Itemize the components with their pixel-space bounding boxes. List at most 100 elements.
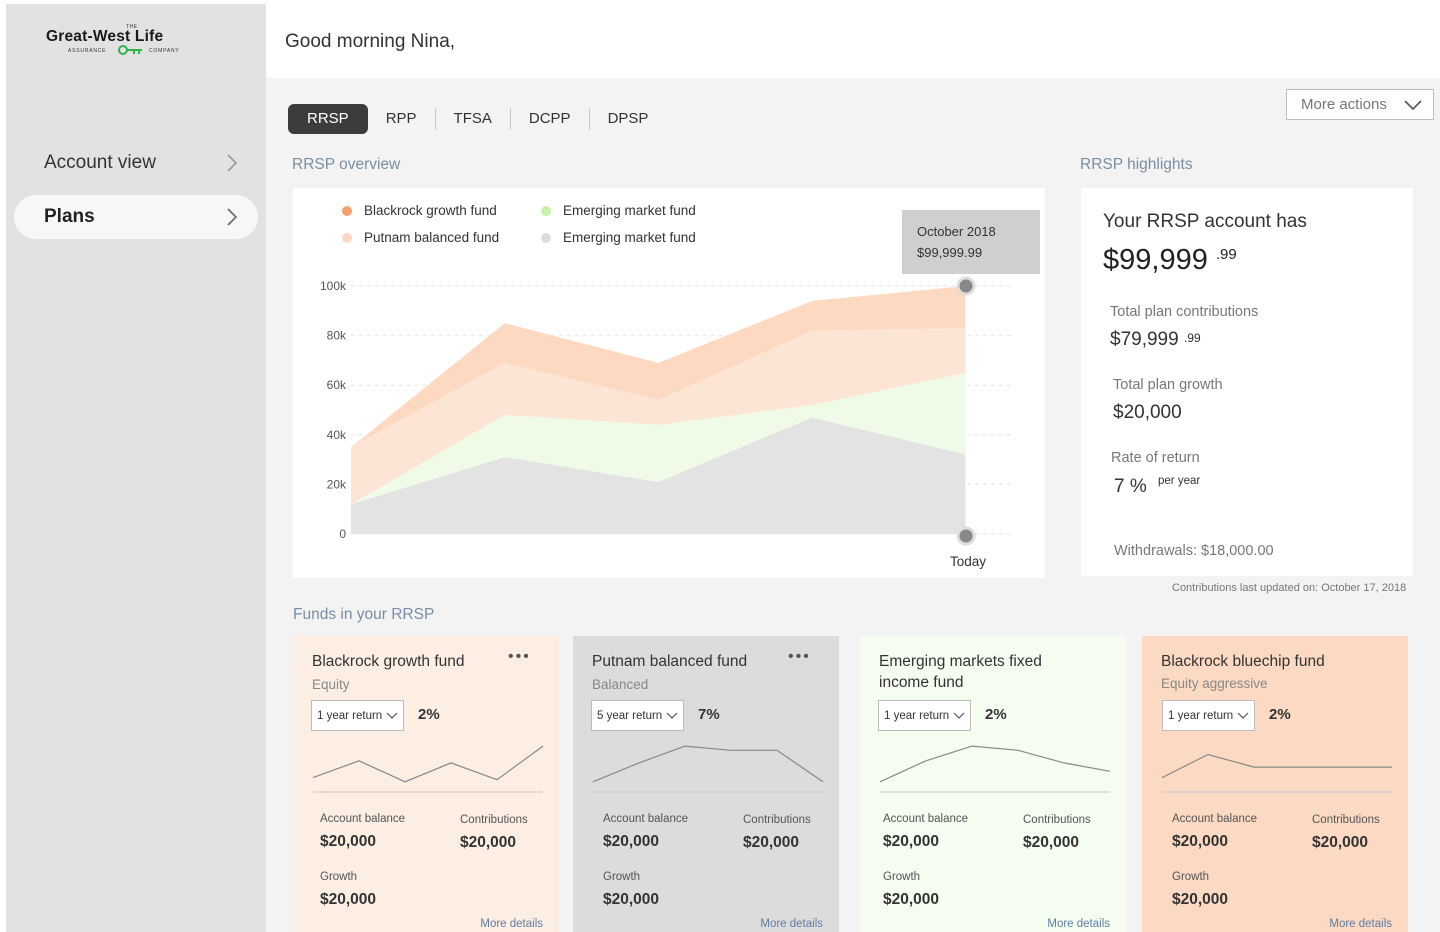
plan-tabs: RRSP RPP TFSA DCPP DPSP xyxy=(288,104,666,134)
legend-label: Putnam balanced fund xyxy=(364,230,500,245)
highlights-title: RRSP highlights xyxy=(1080,156,1193,173)
balance-label: Account balance xyxy=(320,813,406,825)
return-period-select[interactable]: 1 year return xyxy=(1162,700,1255,731)
y-tick-label: 80k xyxy=(327,329,347,343)
y-tick-label: 40k xyxy=(327,428,347,442)
growth-value: $20,000 xyxy=(320,891,377,908)
fund-name: Blackrock growth fund xyxy=(312,653,465,670)
fund-name: Emerging markets fixed income fund xyxy=(879,653,1042,691)
highlights-headline: Your RRSP account has xyxy=(1103,211,1307,232)
account-balance: $99,999 .99 xyxy=(1103,244,1237,277)
series-area xyxy=(351,417,966,534)
tab-divider xyxy=(434,108,436,130)
contrib-updated-note: Contributions last updated on: October 1… xyxy=(1172,582,1407,594)
fund-sparkline xyxy=(879,745,1111,793)
more-details-link[interactable]: More details xyxy=(480,918,543,930)
more-options-icon[interactable]: ••• xyxy=(788,648,811,665)
company-logo[interactable]: THE Great-West Life ASSURANCE COMPANY xyxy=(46,22,226,62)
more-details-link[interactable]: More details xyxy=(1329,918,1392,930)
legend-item: Emerging market fund xyxy=(541,230,696,245)
fund-card[interactable]: Blackrock growth fund Equity ••• 1 year … xyxy=(293,636,559,932)
growth-label: Total plan growth xyxy=(1113,377,1223,393)
sparkline-path xyxy=(879,745,1111,783)
more-actions-dropdown[interactable]: More actions xyxy=(1286,89,1434,120)
series-area xyxy=(351,328,966,505)
fund-name: Blackrock bluechip fund xyxy=(1161,653,1325,670)
fund-card[interactable]: Emerging markets fixed income fund 1 yea… xyxy=(860,636,1126,932)
balance-label: Account balance xyxy=(883,813,969,825)
more-details-link[interactable]: More details xyxy=(760,918,823,930)
growth-label: Growth xyxy=(883,871,921,883)
withdrawals: Withdrawals: $18,000.00 xyxy=(1114,543,1274,559)
return-percent: 2% xyxy=(418,706,440,723)
logo-sub-left: ASSURANCE xyxy=(68,48,107,54)
y-tick-label: 20k xyxy=(327,477,347,491)
contributions-value: $20,000 xyxy=(1023,834,1080,851)
legend-dot xyxy=(342,205,352,216)
chevron-down-icon xyxy=(386,712,398,719)
tab-tfsa[interactable]: TFSA xyxy=(453,110,492,127)
chevron-right-icon xyxy=(227,208,238,226)
legend-dot xyxy=(541,205,551,216)
sparkline-path xyxy=(312,745,544,783)
legend-item: Emerging market fund xyxy=(541,203,696,218)
more-actions-label: More actions xyxy=(1301,96,1387,113)
return-period-select[interactable]: 5 year return xyxy=(591,700,684,731)
balance-value: $20,000 xyxy=(320,833,377,850)
fund-type: Balanced xyxy=(592,677,649,692)
fund-card[interactable]: Putnam balanced fund Balanced ••• 5 year… xyxy=(573,636,839,932)
sidebar-item-label: Account view xyxy=(44,152,156,173)
tab-rrsp[interactable]: RRSP xyxy=(288,104,368,134)
tooltip-marker xyxy=(956,276,976,296)
contributions-value: $20,000 xyxy=(1312,834,1369,851)
sparkline-path xyxy=(1161,753,1392,779)
contrib-value: $79,999 .99 xyxy=(1110,329,1201,351)
y-tick-label: 60k xyxy=(327,378,347,392)
tooltip-value: $99,999.99 xyxy=(917,245,983,260)
fund-card[interactable]: Blackrock bluechip fund Equity aggressiv… xyxy=(1142,636,1408,932)
sidebar-item-account-view[interactable]: Account view xyxy=(14,141,258,185)
series-area xyxy=(351,372,966,505)
chevron-down-icon xyxy=(666,712,678,719)
logo-the: THE xyxy=(126,24,138,30)
return-period-select[interactable]: 1 year return xyxy=(878,700,971,731)
logo-brand-name: Great-West Life xyxy=(46,28,164,45)
sidebar: THE Great-West Life ASSURANCE COMPANY Ac… xyxy=(6,4,266,932)
growth-value: $20,000 xyxy=(1113,402,1182,423)
page-header: Good morning Nina, xyxy=(266,0,1440,78)
legend-dot xyxy=(342,232,352,243)
key-icon xyxy=(118,45,142,55)
fund-name: Putnam balanced fund xyxy=(592,653,748,670)
return-percent: 7% xyxy=(698,706,720,723)
chart-tooltip: October 2018 $99,999.99 xyxy=(902,210,1040,274)
fund-sparkline xyxy=(1161,753,1392,793)
sparkline-path xyxy=(592,745,824,783)
chevron-down-icon xyxy=(1404,100,1422,111)
contrib-cents: .99 xyxy=(1183,331,1201,345)
fund-type: Equity aggressive xyxy=(1161,676,1268,691)
return-period-value: 1 year return xyxy=(884,709,950,722)
tab-dpsp[interactable]: DPSP xyxy=(607,110,649,127)
highlights-card: Your RRSP account has $99,999 .99 Total … xyxy=(1081,188,1413,576)
overview-chart-card: 0 20k 40k 60k 80k 100k Today Blackrock growth … xyxy=(293,188,1045,578)
more-details-link[interactable]: More details xyxy=(1047,918,1110,930)
balance-value: $20,000 xyxy=(883,833,940,850)
growth-label: Growth xyxy=(320,871,358,883)
overview-title: RRSP overview xyxy=(292,156,401,173)
tab-dcpp[interactable]: DCPP xyxy=(528,110,571,127)
more-options-icon[interactable]: ••• xyxy=(508,648,531,665)
series-area xyxy=(351,286,966,448)
legend-label: Blackrock growth fund xyxy=(364,203,497,218)
return-period-value: 5 year return xyxy=(597,709,663,722)
contributions-label: Contributions xyxy=(460,814,528,826)
sidebar-item-plans[interactable]: Plans xyxy=(14,195,258,239)
tab-rpp[interactable]: RPP xyxy=(385,110,417,127)
ror-value: 7 % xyxy=(1114,476,1147,497)
return-period-select[interactable]: 1 year return xyxy=(311,700,404,731)
growth-value: $20,000 xyxy=(603,891,660,908)
fund-type: Equity xyxy=(312,677,350,692)
legend-label: Emerging market fund xyxy=(563,230,696,245)
logo-sub-right: COMPANY xyxy=(149,48,180,54)
balance-cents: .99 xyxy=(1215,246,1237,263)
y-tick-label: 100k xyxy=(320,279,347,293)
